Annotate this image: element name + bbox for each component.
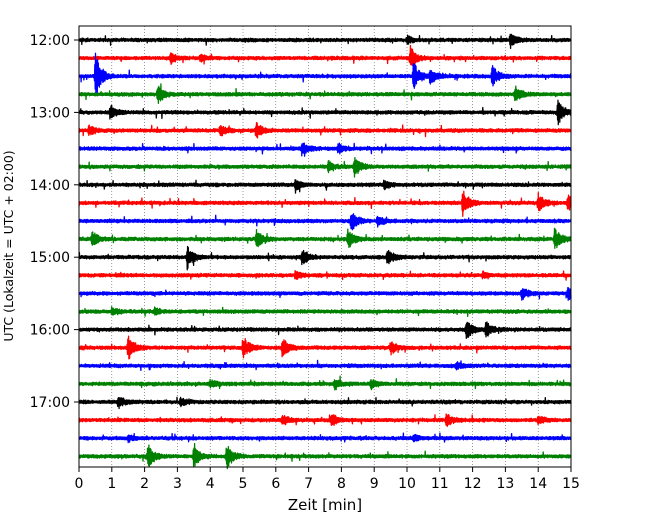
x-tick-label: 13 bbox=[496, 476, 514, 492]
trace-1515 bbox=[78, 270, 572, 281]
trace-1215 bbox=[78, 44, 572, 66]
trace-1200 bbox=[78, 33, 572, 50]
x-tick-label: 6 bbox=[271, 476, 280, 492]
trace-1715 bbox=[78, 413, 572, 427]
x-tick-label: 15 bbox=[562, 476, 580, 492]
x-tick-label: 2 bbox=[140, 476, 149, 492]
x-tick-label: 4 bbox=[206, 476, 215, 492]
y-tick-label: 17:00 bbox=[30, 395, 70, 411]
trace-1400 bbox=[78, 179, 572, 194]
x-tick-label: 11 bbox=[431, 476, 449, 492]
y-axis-ticks: 12:00 13:00 14:00 15:00 16:00 17:00 bbox=[30, 33, 79, 411]
y-tick-label: 14:00 bbox=[30, 178, 70, 194]
y-tick-label: 16:00 bbox=[30, 323, 70, 339]
trace-1645 bbox=[78, 375, 572, 391]
x-tick-label: 9 bbox=[370, 476, 379, 492]
x-axis-ticks: 0 1 2 3 4 5 6 7 8 9 10 11 12 13 14 15 bbox=[75, 467, 580, 492]
trace-1600 bbox=[78, 321, 572, 340]
y-axis-label: UTC (Lokalzeit = UTC + 02:00) bbox=[1, 150, 16, 341]
trace-1700 bbox=[78, 396, 572, 410]
y-tick-label: 12:00 bbox=[30, 33, 70, 49]
x-axis-label: Zeit [min] bbox=[288, 496, 362, 514]
x-tick-label: 7 bbox=[304, 476, 313, 492]
seismic-traces bbox=[78, 33, 572, 470]
y-tick-label: 13:00 bbox=[30, 105, 70, 121]
trace-1300 bbox=[78, 99, 572, 126]
trace-1345 bbox=[78, 157, 572, 178]
trace-1315 bbox=[78, 122, 572, 139]
plot-frame bbox=[78, 25, 572, 468]
trace-1745 bbox=[78, 442, 572, 470]
trace-1245 bbox=[78, 83, 572, 105]
trace-1730 bbox=[78, 432, 572, 444]
trace-1500 bbox=[78, 245, 572, 271]
trace-1330 bbox=[78, 142, 572, 157]
trace-1530 bbox=[78, 287, 572, 301]
x-tick-label: 10 bbox=[398, 476, 416, 492]
x-tick-label: 3 bbox=[173, 476, 182, 492]
trace-1415 bbox=[78, 190, 572, 217]
trace-1230 bbox=[78, 52, 572, 96]
x-tick-label: 12 bbox=[464, 476, 482, 492]
x-tick-label: 14 bbox=[529, 476, 547, 492]
trace-1445 bbox=[78, 227, 572, 249]
trace-1615 bbox=[78, 335, 572, 360]
y-tick-label: 15:00 bbox=[30, 250, 70, 266]
x-tick-label: 0 bbox=[75, 476, 84, 492]
trace-1545 bbox=[78, 306, 572, 317]
x-tick-label: 8 bbox=[337, 476, 346, 492]
x-tick-label: 5 bbox=[239, 476, 248, 492]
trace-1430 bbox=[78, 213, 572, 231]
trace-1630 bbox=[78, 359, 572, 372]
x-tick-label: 1 bbox=[107, 476, 116, 492]
